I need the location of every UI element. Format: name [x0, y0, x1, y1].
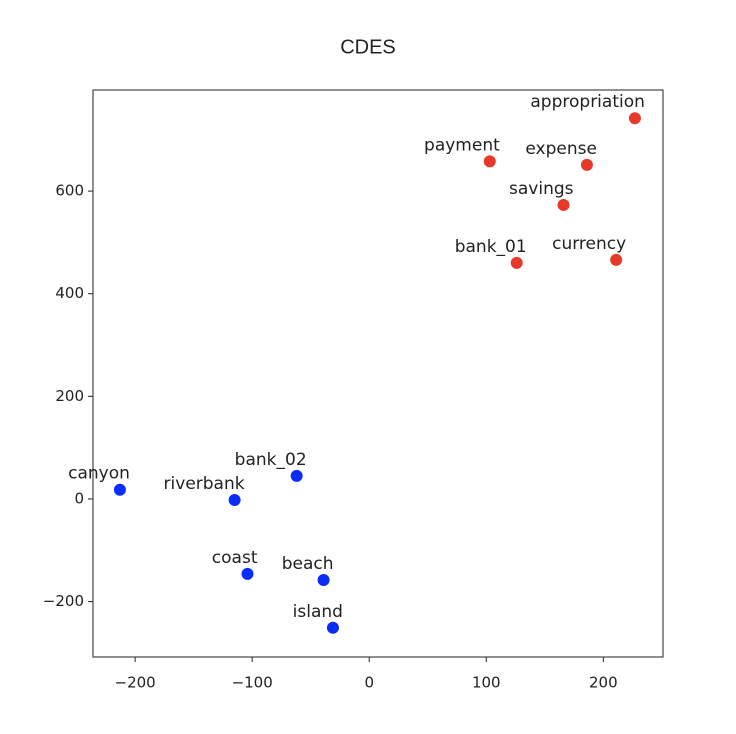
x-tick-label: 0 [364, 674, 374, 692]
point [483, 155, 496, 168]
point-label: appropriation [530, 92, 645, 112]
point [610, 253, 623, 266]
point [228, 493, 241, 506]
point [113, 483, 126, 496]
point-label: coast [212, 548, 258, 568]
point-label: payment [424, 135, 500, 155]
point-label: island [293, 602, 343, 622]
x-tick-label: 200 [589, 674, 618, 692]
point-label: currency [552, 234, 626, 254]
point [241, 567, 254, 580]
point-label: canyon [68, 464, 130, 484]
x-tick-label: 100 [472, 674, 501, 692]
point [290, 469, 303, 482]
point [628, 112, 641, 125]
y-tick-label: −200 [43, 592, 84, 610]
point-label: savings [509, 179, 574, 199]
point-label: bank_02 [235, 450, 307, 470]
point [510, 256, 523, 269]
y-tick-label: 400 [55, 284, 84, 302]
point-label: riverbank [164, 474, 245, 494]
y-tick-label: 200 [55, 387, 84, 405]
point [317, 574, 330, 587]
y-tick-label: 600 [55, 182, 84, 200]
point [326, 621, 339, 634]
plot-frame [92, 89, 664, 658]
x-tick-label: −200 [115, 674, 156, 692]
point-label: bank_01 [455, 237, 527, 257]
y-tick-label: 0 [74, 489, 84, 507]
point [580, 158, 593, 171]
point-label: expense [525, 139, 597, 159]
point-label: beach [282, 554, 334, 574]
chart-title: CDES [340, 36, 396, 58]
point [557, 198, 570, 211]
x-tick-label: −100 [232, 674, 273, 692]
